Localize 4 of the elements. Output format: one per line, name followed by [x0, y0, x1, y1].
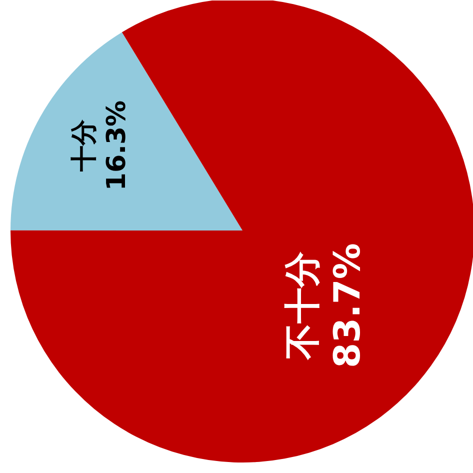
slice-label: 十分 [69, 118, 100, 172]
slice-label: 不十分 [282, 252, 324, 360]
data-label: 83.7% [328, 243, 368, 368]
data-label: 16.3% [102, 100, 132, 191]
